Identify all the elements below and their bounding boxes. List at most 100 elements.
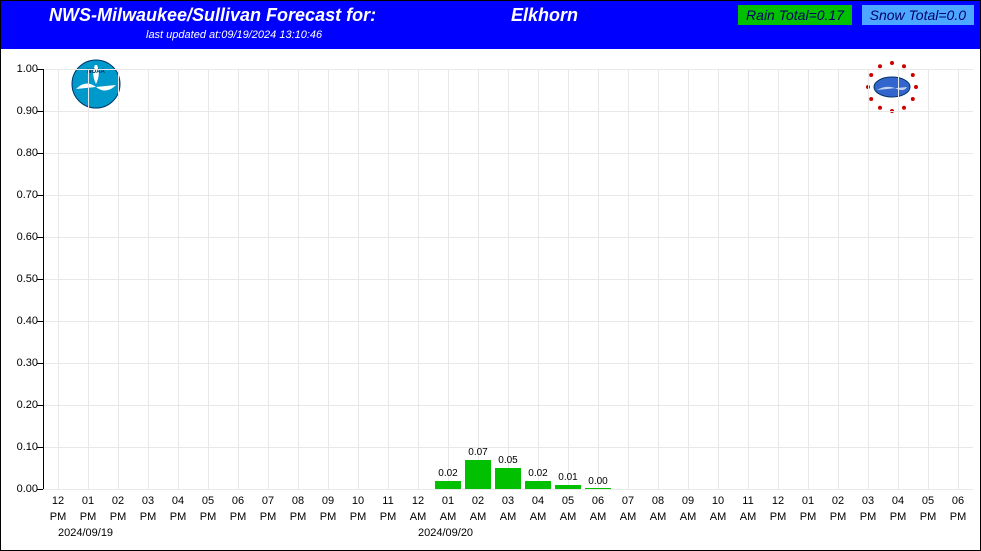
x-axis-hour-label: 06: [583, 495, 613, 507]
x-axis-ampm-label: PM: [313, 511, 343, 523]
gridline-vertical: [538, 69, 539, 489]
y-axis-label: 0.10: [17, 441, 38, 453]
gridline-vertical: [508, 69, 509, 489]
gridline-vertical: [778, 69, 779, 489]
x-axis-ampm-label: AM: [403, 511, 433, 523]
gridline-vertical: [658, 69, 659, 489]
header-location: Elkhorn: [511, 5, 578, 26]
x-axis-hour-label: 04: [523, 495, 553, 507]
x-axis-ampm-label: PM: [823, 511, 853, 523]
x-axis-hour-label: 05: [913, 495, 943, 507]
x-axis-ampm-label: AM: [733, 511, 763, 523]
y-axis-label: 0.00: [17, 483, 38, 495]
x-axis-hour-label: 02: [103, 495, 133, 507]
x-axis-hour-label: 01: [73, 495, 103, 507]
x-axis-ampm-label: AM: [673, 511, 703, 523]
x-axis-hour-label: 06: [943, 495, 973, 507]
precipitation-bar: [585, 488, 611, 489]
x-axis-ampm-label: AM: [613, 511, 643, 523]
bar-value-label: 0.07: [468, 447, 487, 458]
gridline-vertical: [418, 69, 419, 489]
chart-container: NWS-Milwaukee/Sullivan Forecast for: Elk…: [0, 0, 981, 551]
gridline-horizontal: [43, 489, 973, 490]
gridline-vertical: [808, 69, 809, 489]
x-axis-ampm-label: AM: [523, 511, 553, 523]
x-axis-hour-label: 12: [43, 495, 73, 507]
y-axis-label: 0.60: [17, 231, 38, 243]
x-axis-ampm-label: PM: [133, 511, 163, 523]
gridline-vertical: [928, 69, 929, 489]
gridline-vertical: [898, 69, 899, 489]
x-axis-hour-label: 03: [853, 495, 883, 507]
x-axis-hour-label: 08: [283, 495, 313, 507]
chart-area: 0.020.070.050.020.010.00 0.000.100.200.3…: [1, 49, 980, 550]
x-axis-hour-label: 06: [223, 495, 253, 507]
x-axis-hour-label: 04: [163, 495, 193, 507]
y-axis-label: 1.00: [17, 63, 38, 75]
x-axis-ampm-label: AM: [583, 511, 613, 523]
x-axis-hour-label: 12: [403, 495, 433, 507]
precipitation-bar: [555, 485, 581, 489]
x-axis-ampm-label: PM: [883, 511, 913, 523]
bar-value-label: 0.02: [528, 468, 547, 479]
gridline-vertical: [718, 69, 719, 489]
x-axis-ampm-label: PM: [163, 511, 193, 523]
gridline-vertical: [568, 69, 569, 489]
x-axis-ampm-label: PM: [73, 511, 103, 523]
x-axis-ampm-label: AM: [463, 511, 493, 523]
x-axis-hour-label: 01: [793, 495, 823, 507]
gridline-vertical: [598, 69, 599, 489]
y-axis-label: 0.20: [17, 399, 38, 411]
header-title: NWS-Milwaukee/Sullivan Forecast for:: [49, 5, 376, 26]
gridline-vertical: [118, 69, 119, 489]
gridline-vertical: [238, 69, 239, 489]
x-axis-ampm-label: PM: [793, 511, 823, 523]
gridline-vertical: [358, 69, 359, 489]
gridline-vertical: [688, 69, 689, 489]
x-axis-hour-label: 05: [553, 495, 583, 507]
bar-value-label: 0.05: [498, 455, 517, 466]
gridline-vertical: [388, 69, 389, 489]
x-axis-hour-label: 09: [673, 495, 703, 507]
y-axis-label: 0.40: [17, 315, 38, 327]
x-axis-ampm-label: AM: [643, 511, 673, 523]
precipitation-bar: [465, 460, 491, 489]
x-axis-ampm-label: PM: [943, 511, 973, 523]
x-axis-hour-label: 09: [313, 495, 343, 507]
x-axis-ampm-label: AM: [703, 511, 733, 523]
gridline-vertical: [208, 69, 209, 489]
x-axis-hour-label: 05: [193, 495, 223, 507]
x-axis-hour-label: 10: [703, 495, 733, 507]
y-axis-label: 0.80: [17, 147, 38, 159]
x-axis-ampm-label: PM: [853, 511, 883, 523]
x-axis-ampm-label: PM: [253, 511, 283, 523]
y-axis-line: [43, 69, 44, 489]
x-axis-ampm-label: AM: [493, 511, 523, 523]
header: NWS-Milwaukee/Sullivan Forecast for: Elk…: [1, 1, 980, 49]
gridline-vertical: [958, 69, 959, 489]
gridline-vertical: [268, 69, 269, 489]
x-axis-ampm-label: AM: [553, 511, 583, 523]
x-axis-hour-label: 01: [433, 495, 463, 507]
x-axis-ampm-label: PM: [343, 511, 373, 523]
rain-total-badge: Rain Total=0.17: [738, 5, 852, 25]
gridline-vertical: [478, 69, 479, 489]
precipitation-bar: [525, 481, 551, 489]
y-axis-label: 0.70: [17, 189, 38, 201]
gridline-vertical: [838, 69, 839, 489]
y-axis-label: 0.50: [17, 273, 38, 285]
x-axis-hour-label: 12: [763, 495, 793, 507]
gridline-vertical: [748, 69, 749, 489]
bar-value-label: 0.01: [558, 472, 577, 483]
x-axis-hour-label: 07: [253, 495, 283, 507]
bar-value-label: 0.02: [438, 468, 457, 479]
gridline-vertical: [298, 69, 299, 489]
y-axis-label: 0.90: [17, 105, 38, 117]
x-axis-ampm-label: PM: [223, 511, 253, 523]
x-axis-ampm-label: PM: [283, 511, 313, 523]
x-axis-hour-label: 11: [373, 495, 403, 507]
precipitation-bar: [435, 481, 461, 489]
x-axis-hour-label: 08: [643, 495, 673, 507]
gridline-vertical: [628, 69, 629, 489]
precipitation-bar: [495, 468, 521, 489]
